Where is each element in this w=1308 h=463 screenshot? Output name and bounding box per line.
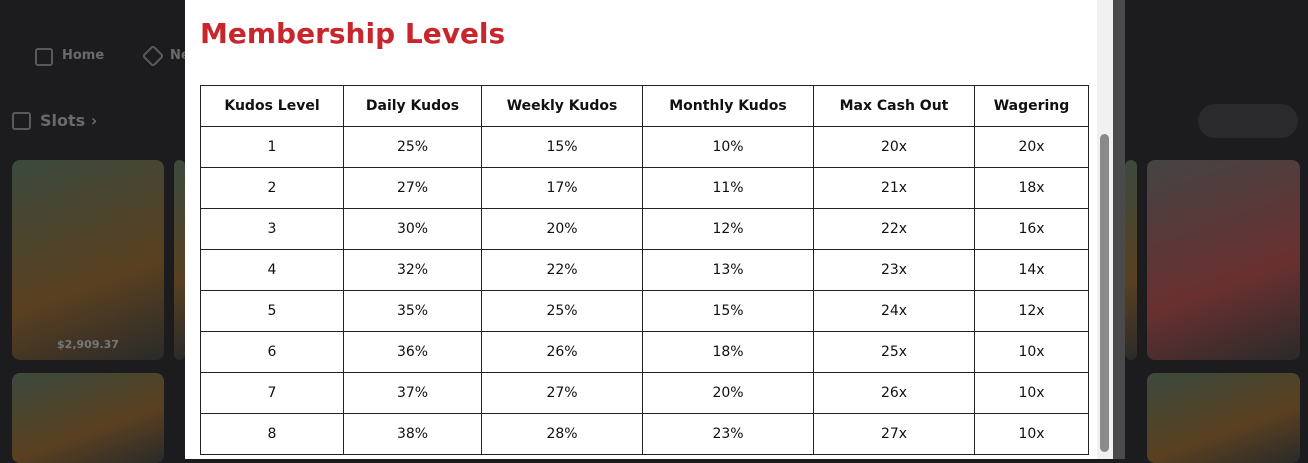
table-cell: 22x (813, 208, 975, 250)
table-cell: 25x (813, 331, 975, 373)
home-icon (35, 48, 53, 66)
table-row: 7 37% 27% 20% 26x 10x (200, 372, 1089, 414)
nav-item[interactable]: Home (62, 48, 105, 63)
column-header: Max Cash Out (813, 85, 975, 127)
table-cell: 6 (200, 331, 344, 373)
table-cell: 20% (481, 208, 643, 250)
column-header: Monthly Kudos (642, 85, 814, 127)
table-cell: 24x (813, 290, 975, 332)
table-cell: 23% (642, 413, 814, 455)
table-row: 1 25% 15% 10% 20x 20x (200, 126, 1089, 168)
table-cell: 3 (200, 208, 344, 250)
modal-edge (1113, 0, 1125, 459)
table-cell: 10x (974, 413, 1089, 455)
table-body: 1 25% 15% 10% 20x 20x 2 27% 17% 11% 21x 18x 3 30% 20% 1… (200, 126, 1089, 455)
column-header: Kudos Level (200, 85, 344, 127)
table-cell: 4 (200, 249, 344, 291)
table-cell: 16x (974, 208, 1089, 250)
table-cell: 13% (642, 249, 814, 291)
table-cell: 15% (642, 290, 814, 332)
table-row: 3 30% 20% 12% 22x 16x (200, 208, 1089, 250)
column-header: Wagering (974, 85, 1089, 127)
table-cell: 22% (481, 249, 643, 291)
table-cell: 2 (200, 167, 344, 209)
table-row: 6 36% 26% 18% 25x 10x (200, 331, 1089, 373)
game-tile[interactable] (1125, 160, 1137, 360)
table-cell: 26x (813, 372, 975, 414)
table-cell: 18% (642, 331, 814, 373)
table-cell: 10% (642, 126, 814, 168)
table-row: 8 38% 28% 23% 27x 10x (200, 413, 1089, 455)
scroll-thumb[interactable] (1100, 134, 1109, 452)
column-header: Daily Kudos (343, 85, 482, 127)
modal-title: Membership Levels (200, 17, 506, 50)
table-cell: 10x (974, 372, 1089, 414)
slots-icon (12, 112, 31, 130)
table-cell: 12% (642, 208, 814, 250)
table-cell: 18x (974, 167, 1089, 209)
table-cell: 21x (813, 167, 975, 209)
table-row: 4 32% 22% 13% 23x 14x (200, 249, 1089, 291)
table-cell: 20x (813, 126, 975, 168)
tile-amount: $2,909.37 (57, 338, 119, 351)
table-row: 2 27% 17% 11% 21x 18x (200, 167, 1089, 209)
table-cell: 1 (200, 126, 344, 168)
table-cell: 15% (481, 126, 643, 168)
table-cell: 32% (343, 249, 482, 291)
view-toggle[interactable] (1198, 104, 1298, 138)
section-title-text: Slots (40, 111, 86, 130)
table-cell: 12x (974, 290, 1089, 332)
table-row: 5 35% 25% 15% 24x 12x (200, 290, 1089, 332)
table-cell: 37% (343, 372, 482, 414)
table-cell: 27% (481, 372, 643, 414)
new-icon (141, 44, 165, 68)
table-cell: 26% (481, 331, 643, 373)
table-cell: 7 (200, 372, 344, 414)
table-cell: 14x (974, 249, 1089, 291)
table-cell: 20x (974, 126, 1089, 168)
column-header: Weekly Kudos (481, 85, 643, 127)
table-cell: 38% (343, 413, 482, 455)
table-cell: 20% (642, 372, 814, 414)
table-cell: 25% (343, 126, 482, 168)
game-tile[interactable] (12, 160, 164, 360)
table-cell: 36% (343, 331, 482, 373)
table-cell: 5 (200, 290, 344, 332)
game-tile[interactable] (1147, 373, 1300, 463)
header-row: Kudos Level Daily Kudos Weekly Kudos Monthl… (200, 85, 1089, 127)
table-cell: 27% (343, 167, 482, 209)
table-cell: 30% (343, 208, 482, 250)
game-tile[interactable] (1147, 160, 1300, 360)
game-tile[interactable] (174, 160, 185, 360)
section-title[interactable]: Slots › (40, 111, 98, 130)
table-cell: 27x (813, 413, 975, 455)
table-cell: 35% (343, 290, 482, 332)
game-tile[interactable] (12, 373, 164, 463)
table-cell: 10x (974, 331, 1089, 373)
table-cell: 23x (813, 249, 975, 291)
levels-table: Kudos Level Daily Kudos Weekly Kudos Monthl… (200, 85, 1089, 455)
table-cell: 8 (200, 413, 344, 455)
table-cell: 11% (642, 167, 814, 209)
table-cell: 28% (481, 413, 643, 455)
table-cell: 25% (481, 290, 643, 332)
table-cell: 17% (481, 167, 643, 209)
nav-item[interactable]: Ne (170, 48, 190, 63)
